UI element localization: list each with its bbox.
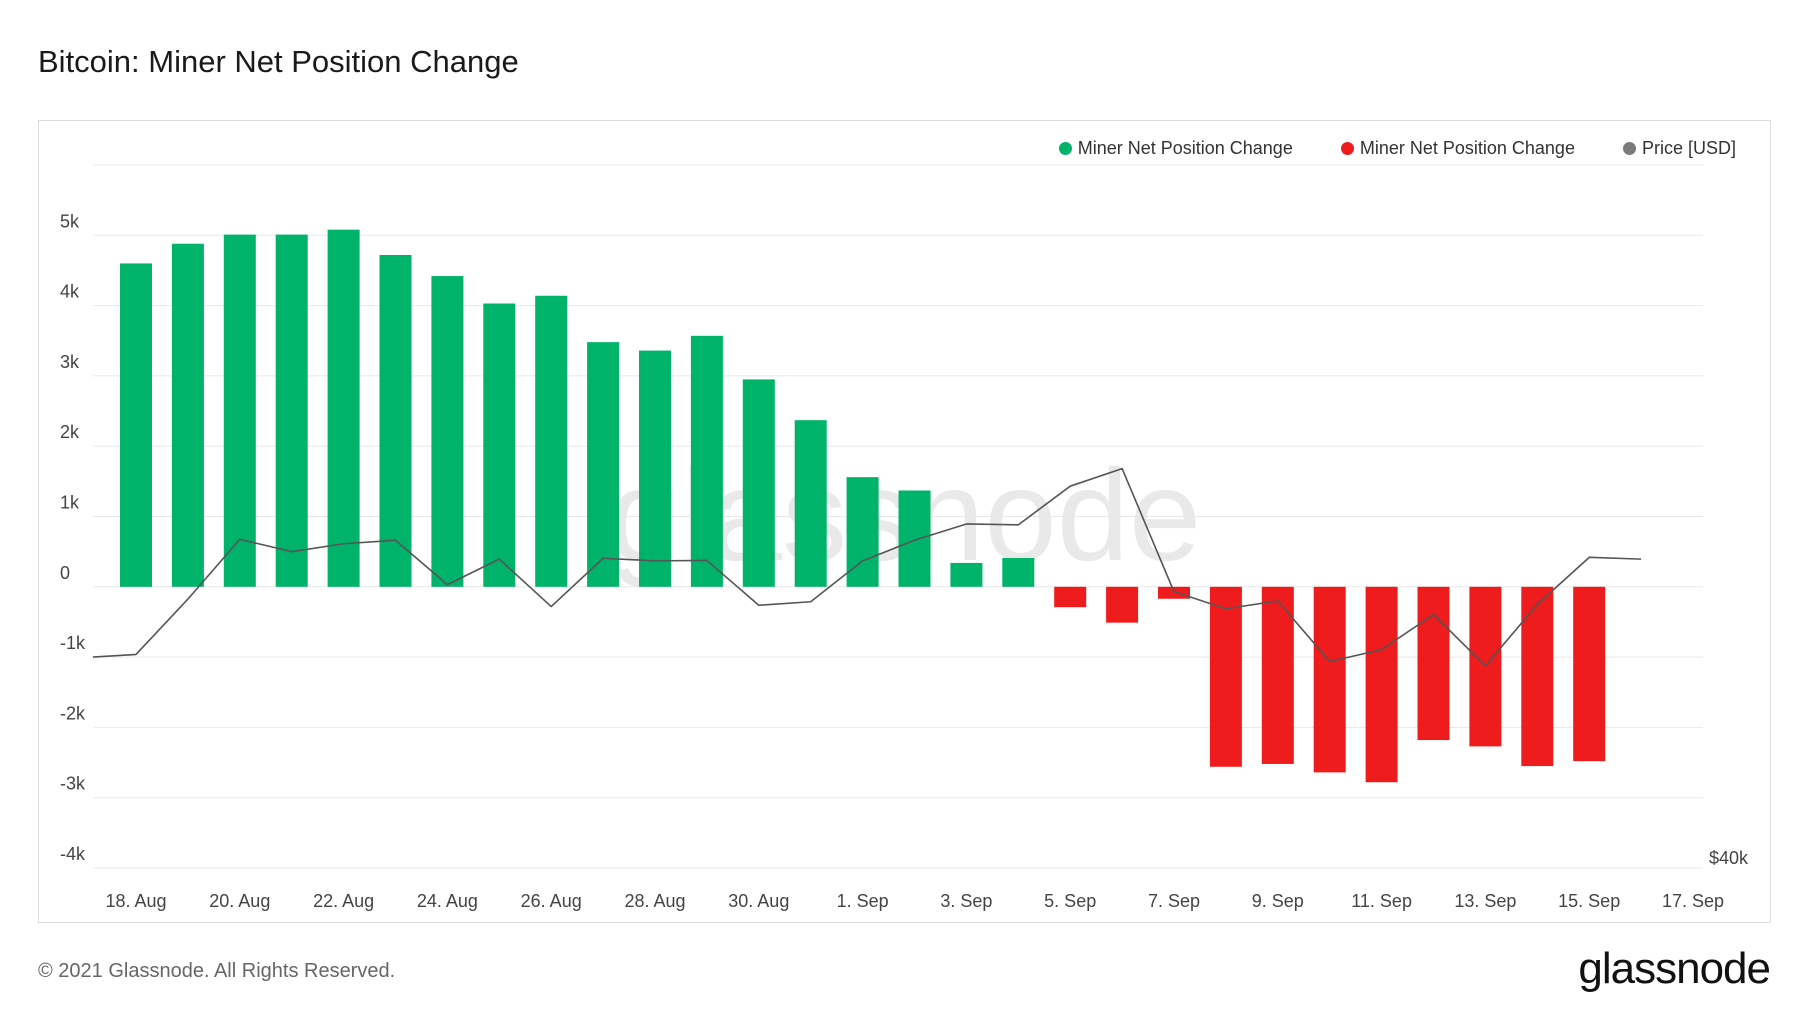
y-tick-label: -2k bbox=[60, 703, 86, 723]
bar-positive bbox=[794, 420, 827, 587]
legend-label: Miner Net Position Change bbox=[1077, 138, 1293, 158]
x-tick-label: 13. Sep bbox=[1454, 891, 1516, 911]
chart-title: Bitcoin: Miner Net Position Change bbox=[38, 44, 519, 79]
bar-negative bbox=[1158, 586, 1190, 599]
y-tick-label: 3k bbox=[60, 352, 80, 372]
y-right-tick-label: $40k bbox=[1709, 848, 1749, 868]
legend-label: Price [USD] bbox=[1641, 138, 1736, 158]
bar-positive bbox=[120, 263, 152, 587]
chart-panel bbox=[38, 120, 1771, 923]
bar-negative bbox=[1417, 586, 1450, 741]
bar-positive bbox=[950, 562, 983, 587]
y-tick-label: 0 bbox=[60, 563, 70, 583]
legend-item-negative[interactable]: Miner Net Position Change bbox=[1340, 138, 1575, 159]
y-tick-label: -4k bbox=[60, 844, 86, 864]
x-tick-label: 24. Aug bbox=[417, 891, 478, 911]
bar-positive bbox=[1002, 557, 1035, 587]
y-tick-label: 5k bbox=[60, 211, 80, 231]
glassnode-logo: glassnode bbox=[1578, 944, 1771, 993]
x-tick-label: 7. Sep bbox=[1148, 891, 1200, 911]
y-tick-label: 4k bbox=[60, 282, 80, 302]
legend-dot-positive bbox=[1058, 142, 1072, 155]
bar-negative bbox=[1521, 586, 1554, 767]
chart-legend: Miner Net Position Change Miner Net Posi… bbox=[1058, 138, 1736, 159]
legend-item-positive[interactable]: Miner Net Position Change bbox=[1058, 138, 1293, 159]
x-tick-label: 30. Aug bbox=[728, 891, 789, 911]
bar-negative bbox=[1365, 586, 1398, 783]
x-tick-label: 22. Aug bbox=[313, 891, 374, 911]
x-tick-label: 17. Sep bbox=[1662, 891, 1724, 911]
x-tick-label: 11. Sep bbox=[1351, 891, 1412, 911]
price-line-group bbox=[92, 467, 1642, 667]
copyright-text: © 2021 Glassnode. All Rights Reserved. bbox=[38, 960, 396, 982]
x-tick-label: 20. Aug bbox=[209, 891, 270, 911]
x-tick-label: 5. Sep bbox=[1044, 891, 1096, 911]
bar-negative bbox=[1106, 586, 1139, 623]
bar-positive bbox=[327, 229, 360, 587]
x-tick-label: 26. Aug bbox=[521, 891, 582, 911]
bar-positive bbox=[690, 335, 723, 587]
x-tick-label: 9. Sep bbox=[1252, 891, 1304, 911]
y-tick-label: 2k bbox=[60, 422, 80, 442]
legend-item-price[interactable]: Price [USD] bbox=[1622, 138, 1736, 159]
bar-negative bbox=[1313, 586, 1346, 773]
y-tick-label: -3k bbox=[60, 774, 86, 794]
y-tick-label: 1k bbox=[60, 493, 80, 513]
bar-negative bbox=[1573, 586, 1606, 762]
bar-positive bbox=[742, 379, 775, 587]
x-tick-label: 18. Aug bbox=[105, 891, 166, 911]
legend-dot-negative bbox=[1340, 142, 1354, 155]
x-tick-label: 28. Aug bbox=[624, 891, 685, 911]
bar-negative bbox=[1261, 586, 1294, 764]
bar-positive bbox=[639, 350, 671, 587]
bar-positive bbox=[431, 276, 464, 587]
bar-positive bbox=[171, 243, 204, 587]
bar-positive bbox=[587, 342, 620, 587]
legend-label: Miner Net Position Change bbox=[1359, 138, 1575, 158]
bar-negative bbox=[1054, 586, 1087, 608]
y-tick-label: -1k bbox=[60, 633, 86, 653]
bar-positive bbox=[898, 490, 931, 587]
bar-positive bbox=[535, 295, 568, 587]
grid-lines bbox=[93, 164, 1703, 869]
bar-positive bbox=[223, 234, 256, 587]
bar-positive bbox=[379, 254, 412, 587]
price-line bbox=[92, 467, 1642, 667]
bar-positive bbox=[275, 234, 308, 587]
axis-labels: 5k 4k 3k 2k 1k 0 -1k -2k -3k -4k $40k 18. Aug 20. Au… bbox=[60, 211, 1749, 911]
bar-positive bbox=[483, 303, 516, 587]
x-tick-label: 1. Sep bbox=[837, 891, 889, 911]
x-tick-label: 3. Sep bbox=[940, 891, 992, 911]
legend-dot-price bbox=[1622, 142, 1636, 155]
x-tick-label: 15. Sep bbox=[1558, 891, 1620, 911]
bar-negative bbox=[1209, 586, 1242, 767]
bars bbox=[120, 229, 1606, 783]
